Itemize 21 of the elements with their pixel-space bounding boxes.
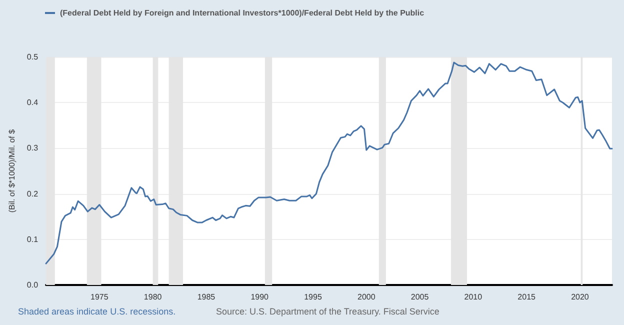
y-tick-label: 0.5 — [26, 52, 39, 62]
x-tick-label: 1985 — [197, 292, 216, 302]
source-note: Source: U.S. Department of the Treasury. Fiscal Service — [216, 306, 440, 316]
x-tick-label: 1980 — [144, 292, 162, 302]
y-tick-label: 0.3 — [26, 144, 39, 153]
y-tick-label: 0.0 — [26, 280, 39, 290]
x-tick-label: 2000 — [357, 292, 376, 302]
x-tick-label: 1975 — [90, 292, 109, 302]
text: Shaded areas indicate U.S. recessions. — [18, 306, 176, 316]
y-axis-title: (Bil. of $*1000)/Mil. of $ — [8, 128, 16, 213]
y-tick-label: 0.1 — [26, 234, 39, 244]
x-tick-label: 2010 — [464, 292, 483, 302]
x-tick-label: 1995 — [304, 292, 322, 302]
legend-label: (Federal Debt Held by Foreign and International Investors*1000)/Federal Debt Held by the Public — [60, 8, 425, 18]
x-tick-label: 1990 — [250, 292, 270, 302]
y-tick-label: 0.4 — [26, 98, 39, 108]
x-tick-label: 2020 — [571, 292, 590, 302]
line-series — [45, 62, 613, 264]
x-tick-label: 2015 — [518, 292, 536, 302]
y-tick-label: 0.2 — [26, 189, 39, 198]
x-tick-label: 2005 — [410, 292, 430, 302]
